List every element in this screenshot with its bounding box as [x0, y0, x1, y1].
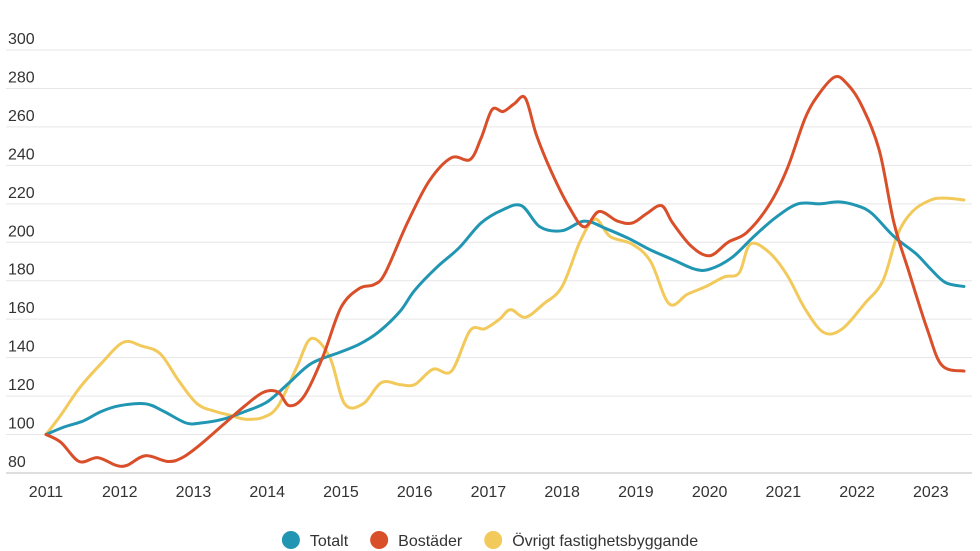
- x-tick-label: 2023: [913, 484, 949, 501]
- y-tick-label: 100: [8, 416, 35, 433]
- legend: Totalt Bostäder Övrigt fastighetsbyggande: [281, 531, 698, 550]
- x-tick-label: 2020: [692, 484, 728, 501]
- legend-item: Bostäder: [370, 531, 463, 550]
- legend-label: Bostäder: [398, 533, 463, 550]
- legend-marker: [370, 531, 389, 549]
- series-line-totalt: [44, 200, 966, 436]
- legend-label: Övrigt fastighetsbyggande: [512, 532, 698, 550]
- x-tick-label: 2013: [176, 484, 212, 501]
- legend-item: Totalt: [281, 531, 349, 550]
- x-tick-label: 2022: [839, 484, 875, 501]
- x-tick-label: 2014: [249, 484, 285, 501]
- y-axis: 80 100 120 140 160 180 200 220 240 260 280 300: [8, 31, 35, 471]
- legend-marker: [281, 531, 300, 549]
- grid: [6, 49, 972, 474]
- x-tick-label: 2018: [544, 484, 580, 501]
- y-tick-label: 80: [8, 454, 26, 471]
- x-tick-label: 2012: [102, 484, 138, 501]
- y-tick-label: 120: [8, 377, 35, 394]
- series-line-bostader: [44, 74, 966, 468]
- x-tick-label: 2021: [766, 484, 802, 501]
- x-tick-label: 2016: [397, 484, 433, 501]
- y-tick-label: 300: [8, 31, 35, 48]
- y-tick-label: 260: [8, 108, 35, 125]
- x-tick-label: 2017: [471, 484, 507, 501]
- y-tick-label: 280: [8, 69, 35, 86]
- series-line-ovrigt-fastighetsbyggande: [44, 196, 966, 436]
- y-tick-label: 160: [8, 300, 35, 317]
- x-axis: 2011 2012 2013 2014 2015 2016 2017 2018 2019 2020…: [29, 484, 949, 501]
- series-lines: [44, 74, 966, 468]
- y-tick-label: 200: [8, 223, 35, 240]
- legend-label: Totalt: [310, 533, 349, 550]
- legend-item: Övrigt fastighetsbyggande: [484, 531, 698, 550]
- y-tick-label: 180: [8, 262, 35, 279]
- x-tick-label: 2019: [618, 484, 654, 501]
- y-tick-label: 140: [8, 339, 35, 356]
- y-tick-label: 240: [8, 146, 35, 163]
- x-tick-label: 2015: [323, 484, 359, 501]
- x-tick-label: 2011: [29, 484, 64, 501]
- legend-marker: [484, 531, 503, 549]
- y-tick-label: 220: [8, 185, 35, 202]
